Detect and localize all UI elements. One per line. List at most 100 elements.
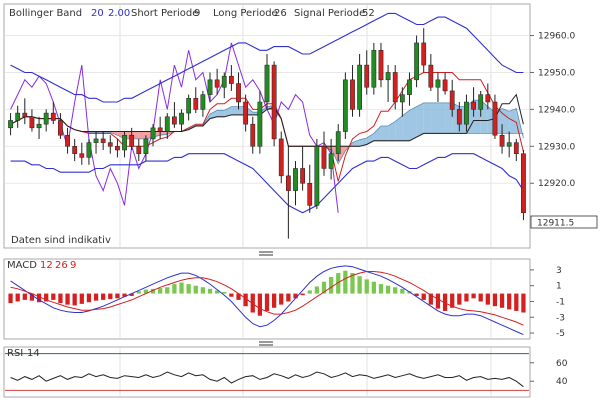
candle-body bbox=[435, 79, 441, 88]
macd-histogram-bar bbox=[300, 293, 305, 296]
macd-histogram-bar bbox=[464, 293, 469, 302]
short-periode-label: Short Periode bbox=[131, 8, 198, 19]
macd-line bbox=[10, 265, 524, 336]
price-tick-label-2: 12940.0 bbox=[538, 105, 575, 115]
candle-body bbox=[122, 134, 127, 151]
macd-histogram-bar bbox=[321, 281, 327, 294]
candle-body bbox=[285, 175, 291, 191]
macd-histogram-bar bbox=[115, 293, 120, 299]
macd-histogram-bar bbox=[271, 293, 277, 308]
rsi-tick-label-1: 40 bbox=[556, 377, 568, 387]
cloud-segment bbox=[359, 138, 367, 147]
candle-body bbox=[143, 138, 149, 154]
macd-histogram-bar bbox=[492, 293, 498, 307]
splitter-handle-bottom[interactable] bbox=[259, 341, 273, 343]
macd-histogram-bar bbox=[158, 288, 163, 294]
macd-histogram-bar bbox=[250, 293, 255, 313]
macd-histogram-bar bbox=[44, 293, 49, 302]
macd-histogram-bar bbox=[207, 288, 213, 294]
macd-histogram-bar bbox=[343, 270, 348, 294]
price-tick-label-0: 12960.0 bbox=[538, 32, 575, 42]
cloud-segment bbox=[217, 110, 225, 117]
macd-label: MACD bbox=[7, 260, 37, 271]
short-periode-value: 9 bbox=[194, 8, 200, 19]
macd-signal-line bbox=[10, 271, 524, 326]
candle-body bbox=[407, 79, 412, 95]
candles bbox=[8, 28, 526, 239]
candle-body bbox=[93, 138, 99, 143]
macd-histogram-bar bbox=[129, 293, 134, 296]
splitter-handle-top-2[interactable] bbox=[259, 254, 273, 256]
macd-param-slow: 26 bbox=[55, 260, 68, 271]
candle-body bbox=[58, 120, 63, 136]
splitter-handle-bottom-2[interactable] bbox=[259, 344, 273, 346]
bollinger-stddev: 2.00 bbox=[108, 8, 130, 19]
long-periode-label: Long Periode bbox=[213, 8, 278, 19]
candle-body bbox=[492, 101, 498, 136]
macd-histogram-bar bbox=[357, 276, 362, 294]
candle-body bbox=[172, 116, 177, 125]
macd-tick-label-3: -3 bbox=[556, 313, 565, 323]
last-price-box bbox=[530, 215, 598, 229]
candle-body bbox=[300, 168, 306, 184]
chikou-span-line bbox=[10, 42, 339, 213]
macd-histogram-bar bbox=[79, 293, 84, 304]
cloud-segment bbox=[210, 110, 218, 119]
candle-body bbox=[228, 75, 234, 84]
macd-histogram-bar bbox=[15, 293, 20, 302]
candle-body bbox=[328, 153, 334, 169]
price-tick-label-4: 12920.0 bbox=[538, 179, 575, 189]
candle-body bbox=[364, 64, 370, 88]
axis-ticks: 12960.0 12950.0 12940.0 12930.0 12920.0 3 1 -1 -… bbox=[530, 32, 575, 387]
candle-body bbox=[449, 90, 455, 110]
splitter-handle-top[interactable] bbox=[259, 251, 273, 253]
macd-histogram-bar bbox=[499, 293, 505, 308]
macd-histogram-bar bbox=[65, 293, 70, 305]
macd-histogram-bar bbox=[108, 293, 113, 300]
macd-histogram-bar bbox=[22, 293, 27, 300]
macd-histogram-bar bbox=[385, 285, 391, 294]
macd-tick-label-2: -1 bbox=[556, 297, 565, 307]
candle-body bbox=[342, 79, 348, 132]
cloud-segment bbox=[366, 133, 374, 145]
candle-body bbox=[485, 94, 491, 103]
cloud-segment bbox=[231, 106, 239, 115]
macd-tick-label-4: -5 bbox=[556, 329, 565, 339]
candle-body bbox=[193, 98, 199, 110]
cloud-segment bbox=[352, 139, 360, 147]
candle-body bbox=[357, 64, 362, 110]
macd-histogram-bar bbox=[314, 286, 319, 294]
cloud-segment bbox=[138, 131, 146, 139]
macd-histogram-bar bbox=[328, 277, 334, 294]
macd-param-signal: 9 bbox=[70, 260, 76, 271]
candle-body bbox=[250, 123, 256, 147]
macd-histogram-bar bbox=[485, 293, 490, 305]
macd-histogram-bar bbox=[279, 293, 284, 305]
macd-histogram-bar bbox=[471, 293, 476, 299]
macd-histogram-bar bbox=[229, 293, 234, 297]
macd-histogram-bar bbox=[72, 293, 77, 306]
candle-body bbox=[335, 131, 341, 154]
candle-body bbox=[243, 101, 249, 125]
candle-body bbox=[257, 101, 263, 147]
candle-body bbox=[50, 112, 56, 121]
macd-histogram-bar bbox=[8, 293, 13, 304]
cloud-segment bbox=[445, 102, 453, 134]
cloud-segment bbox=[430, 102, 438, 134]
macd-histogram-bar bbox=[286, 293, 291, 302]
candle-body bbox=[506, 142, 512, 147]
candle-body bbox=[421, 42, 427, 66]
macd-histogram-bar bbox=[236, 293, 241, 300]
macd-histogram-bar bbox=[507, 293, 512, 310]
macd-histogram-bar bbox=[172, 284, 177, 294]
macd-histogram-bar bbox=[428, 293, 433, 305]
macd-histogram-bar bbox=[393, 287, 398, 294]
macd-histogram-bar bbox=[442, 293, 448, 311]
macd-tick-label-1: 1 bbox=[556, 282, 562, 292]
cloud-segment bbox=[437, 102, 446, 134]
candle-body bbox=[478, 94, 484, 110]
macd-histogram-bar bbox=[58, 293, 63, 304]
candle-body bbox=[164, 116, 170, 132]
macd-histogram-bar bbox=[371, 281, 376, 294]
macd-histogram-bar bbox=[150, 288, 156, 294]
